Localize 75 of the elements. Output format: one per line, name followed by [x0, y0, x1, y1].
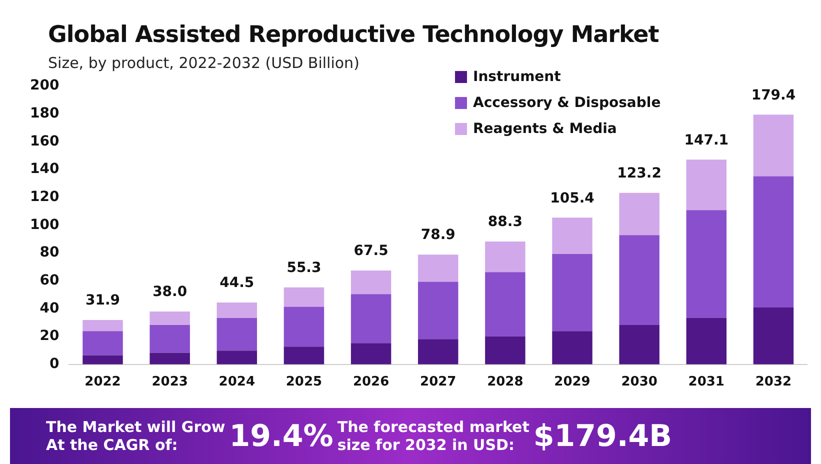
- bar: [418, 282, 458, 340]
- x-tick-label: 2031: [688, 374, 724, 390]
- bar: [485, 241, 526, 272]
- total-label: 78.9: [420, 227, 456, 244]
- total-label: 55.3: [286, 260, 322, 276]
- total-label: 31.9: [85, 292, 120, 309]
- bar: [216, 318, 258, 351]
- bar: [619, 192, 660, 236]
- bar: [350, 343, 392, 364]
- y-tick-label: 180: [30, 105, 60, 122]
- y-tick-label: 100: [30, 216, 60, 233]
- bar: [82, 320, 123, 332]
- bar: [82, 355, 123, 364]
- bar: [350, 294, 392, 344]
- bar: [216, 350, 258, 364]
- chart-title: Global Assisted Reproductive Technology Market: [48, 22, 659, 48]
- x-tick-label: 2022: [84, 374, 121, 390]
- bar: [418, 254, 458, 282]
- x-tick-label: 2028: [487, 374, 524, 390]
- x-tick-label: 2029: [554, 374, 590, 390]
- bar: [753, 176, 794, 308]
- legend-label: Reagents & Media: [473, 121, 617, 137]
- bar: [753, 307, 794, 364]
- x-tick-label: 2027: [420, 374, 456, 390]
- total-label: 88.3: [488, 214, 522, 230]
- chart-subtitle: Size, by product, 2022-2032 (USD Billion): [48, 54, 360, 72]
- bar: [686, 210, 727, 318]
- y-tick-label: 60: [40, 272, 60, 289]
- y-tick-label: 80: [40, 244, 60, 261]
- bar: [485, 336, 526, 364]
- bar: [216, 302, 258, 318]
- total-label: 147.1: [684, 132, 729, 148]
- y-tick-label: 140: [30, 161, 60, 178]
- bar: [619, 235, 660, 326]
- bar: [686, 160, 727, 210]
- bar: [418, 339, 458, 364]
- bar: [284, 287, 324, 307]
- bar: [552, 218, 592, 254]
- bar: [485, 272, 526, 336]
- bar: [686, 318, 727, 364]
- total-label: 38.0: [152, 284, 188, 300]
- y-tick-label: 0: [49, 356, 60, 372]
- x-tick-label: 2023: [152, 374, 188, 390]
- text: 19.4%: [229, 418, 334, 454]
- x-tick-label: 2032: [755, 374, 792, 390]
- bar: [284, 306, 324, 347]
- x-tick-label: 2025: [286, 374, 322, 390]
- bar: [753, 114, 794, 176]
- total-label: 67.5: [354, 243, 388, 260]
- bar: [82, 331, 123, 356]
- bar: [552, 331, 592, 364]
- bar: [552, 254, 592, 332]
- total-label: 105.4: [550, 190, 595, 206]
- y-tick-label: 40: [40, 300, 60, 316]
- text: The forecasted market size for 2032 in USD:: [337, 418, 530, 454]
- legend-label: Accessory & Disposable: [473, 95, 661, 111]
- bar: [619, 325, 660, 364]
- total-label: 179.4: [751, 87, 796, 104]
- y-tick-label: 20: [40, 328, 60, 344]
- x-tick-label: 2030: [621, 374, 658, 390]
- total-label: 123.2: [617, 166, 662, 182]
- y-tick-label: 200: [30, 78, 60, 94]
- total-label: 44.5: [220, 275, 254, 292]
- y-tick-label: 160: [30, 133, 60, 150]
- bar: [284, 346, 324, 364]
- bar: [150, 325, 190, 353]
- legend-label: Instrument: [473, 69, 561, 85]
- x-tick-label: 2026: [352, 374, 390, 390]
- y-tick-label: 120: [30, 189, 60, 205]
- text: The Market will Grow At the CAGR of:: [46, 418, 226, 454]
- bar: [150, 352, 190, 364]
- x-tick-label: 2024: [218, 374, 255, 390]
- bar: [350, 270, 392, 294]
- text: $179.4B: [533, 418, 672, 454]
- bar: [150, 312, 190, 326]
